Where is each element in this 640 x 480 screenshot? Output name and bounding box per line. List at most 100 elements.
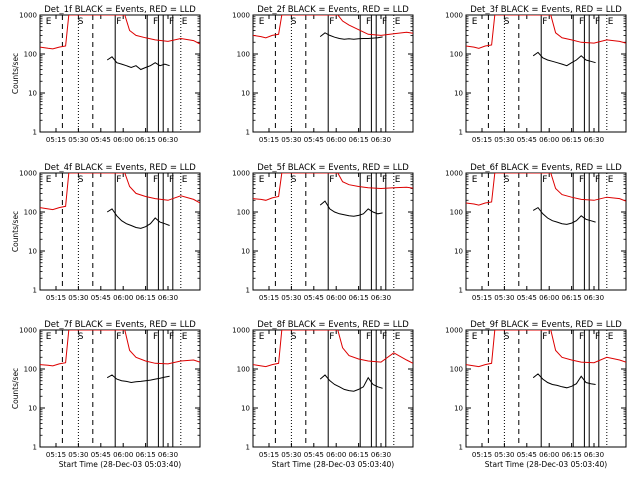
- x-tick-label: 05:15: [46, 451, 66, 459]
- flag-label: E: [472, 175, 478, 185]
- x-tick-label: 05:45: [91, 451, 111, 459]
- x-tick-label: 05:30: [494, 451, 514, 459]
- flag-label: E: [46, 332, 52, 342]
- x-tick-label: 05:15: [46, 136, 66, 144]
- panel-det-3f: Det_3f BLACK = Events, RED = LLD 1 10 100 10…: [445, 5, 627, 144]
- flag-label: E: [46, 17, 52, 27]
- x-tick-label: 05:45: [304, 136, 324, 144]
- plot-frame: [39, 172, 201, 291]
- lld-series-line: [466, 15, 626, 49]
- y-tick-label: 1: [246, 444, 250, 452]
- events-series-line: [532, 373, 596, 389]
- flag-label: E: [472, 17, 478, 27]
- panel-title: Det_6f BLACK = Events, RED = LLD: [470, 163, 622, 173]
- y-tick-label: 10: [241, 90, 250, 98]
- x-tick-label: 06:00: [326, 294, 346, 302]
- events-series-line: [319, 32, 383, 40]
- flag-label: E: [472, 332, 478, 342]
- flag-label: E: [608, 175, 614, 185]
- y-tick-label: 1000: [232, 327, 250, 335]
- events-series-line: [106, 208, 170, 229]
- y-tick-label: 100: [24, 209, 37, 217]
- y-tick-label: 100: [237, 209, 250, 217]
- panel-det-4f: Det_4f BLACK = Events, RED = LLD 1 10 100 10…: [11, 163, 201, 302]
- y-tick-label: 1000: [232, 12, 250, 20]
- x-tick-label: 06:15: [136, 451, 156, 459]
- flag-label: F: [153, 17, 158, 27]
- lld-series-line: [253, 330, 413, 368]
- y-tick-label: 1: [459, 444, 463, 452]
- x-tick-label: 05:45: [91, 294, 111, 302]
- flag-label: F: [382, 17, 387, 27]
- y-tick-label: 10: [28, 405, 37, 413]
- flag-label: F: [542, 332, 547, 342]
- flag-label: E: [395, 17, 401, 27]
- x-tick-label: 06:00: [113, 451, 133, 459]
- flag-label: F: [329, 332, 334, 342]
- x-tick-label: 05:45: [517, 136, 537, 144]
- y-tick-label: 1: [246, 287, 250, 295]
- y-tick-label: 10: [28, 248, 37, 256]
- flag-label: F: [382, 332, 387, 342]
- panel-det-1f: Det_1f BLACK = Events, RED = LLD 1 10 100 10…: [11, 5, 201, 144]
- panel-det-6f: Det_6f BLACK = Events, RED = LLD 1 10 100 10…: [445, 163, 627, 302]
- events-series-line: [106, 56, 170, 71]
- y-tick-label: 100: [450, 51, 463, 59]
- x-tick-label: 05:30: [281, 136, 301, 144]
- y-tick-label: 1000: [445, 12, 463, 20]
- flag-label: F: [366, 332, 371, 342]
- x-tick-label: 06:15: [349, 136, 369, 144]
- flag-label: S: [504, 17, 510, 27]
- x-tick-label: 06:15: [562, 136, 582, 144]
- panel-title: Det_9f BLACK = Events, RED = LLD: [470, 320, 622, 330]
- y-tick-label: 1000: [19, 327, 37, 335]
- x-tick-label: 06:30: [584, 294, 604, 302]
- y-tick-label: 1: [33, 129, 37, 137]
- y-tick-label: 10: [241, 248, 250, 256]
- flag-label: F: [153, 175, 158, 185]
- lld-series-line: [466, 330, 626, 368]
- lld-series-line: [253, 15, 413, 39]
- x-tick-label: 05:30: [281, 294, 301, 302]
- panel-title: Det_7f BLACK = Events, RED = LLD: [44, 320, 196, 330]
- flag-label: E: [182, 332, 188, 342]
- plot-frame: [465, 14, 627, 133]
- x-tick-label: 06:15: [349, 294, 369, 302]
- x-tick-label: 05:45: [304, 451, 324, 459]
- flag-label: F: [382, 175, 387, 185]
- flag-label: E: [182, 175, 188, 185]
- x-tick-label: 06:30: [371, 136, 391, 144]
- plot-frame: [465, 172, 627, 291]
- flag-label: F: [329, 175, 334, 185]
- plot-frame: [252, 14, 414, 133]
- x-tick-label: 06:30: [371, 451, 391, 459]
- x-tick-label: 06:00: [113, 294, 133, 302]
- x-tick-label: 05:30: [494, 294, 514, 302]
- plot-frame: [465, 329, 627, 448]
- panel-title: Det_3f BLACK = Events, RED = LLD: [470, 5, 622, 15]
- x-tick-label: 06:30: [584, 136, 604, 144]
- flag-label: F: [366, 175, 371, 185]
- x-tick-label: 05:15: [472, 451, 492, 459]
- y-axis-label: Counts/sec: [11, 368, 20, 409]
- plot-frame: [39, 14, 201, 133]
- lld-series-line: [40, 173, 200, 211]
- panel-det-8f: Det_8f BLACK = Events, RED = LLD 1 10 100 10…: [232, 320, 414, 469]
- events-series-line: [106, 374, 170, 384]
- flag-label: F: [169, 332, 174, 342]
- y-tick-label: 1: [459, 129, 463, 137]
- flag-label: F: [579, 332, 584, 342]
- x-axis-label: Start Time (28-Dec-03 05:03:40): [272, 460, 394, 469]
- x-tick-label: 05:15: [259, 451, 279, 459]
- x-tick-label: 06:15: [562, 451, 582, 459]
- y-tick-label: 100: [450, 209, 463, 217]
- plot-frame: [252, 329, 414, 448]
- y-tick-label: 1: [33, 287, 37, 295]
- lld-series-line: [40, 330, 200, 367]
- panel-title: Det_8f BLACK = Events, RED = LLD: [257, 320, 409, 330]
- panel-det-2f: Det_2f BLACK = Events, RED = LLD 1 10 100 10…: [232, 5, 414, 144]
- flag-label: E: [608, 332, 614, 342]
- x-tick-label: 06:15: [136, 136, 156, 144]
- flag-label: S: [504, 332, 510, 342]
